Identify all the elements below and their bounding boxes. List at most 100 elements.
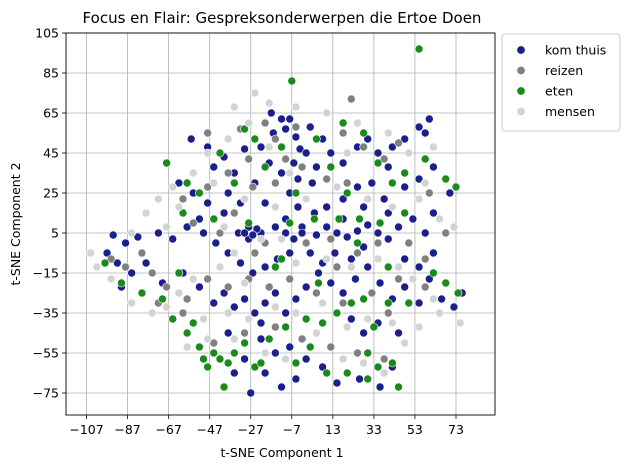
point-reizen [347, 94, 356, 104]
point-kom-thuis [318, 362, 327, 372]
point-kom-thuis [414, 122, 424, 132]
point-eten [250, 362, 260, 372]
point-eten [264, 334, 274, 344]
point-eten [342, 188, 352, 198]
point-eten [414, 44, 424, 54]
point-kom-thuis [375, 278, 385, 288]
point-kom-thuis [182, 222, 192, 232]
point-mensen [162, 222, 171, 232]
point-kom-thuis [256, 318, 266, 328]
point-kom-thuis [322, 222, 331, 232]
plot-frame [65, 32, 496, 416]
point-kom-thuis [301, 282, 311, 292]
point-kom-thuis [338, 158, 348, 168]
point-eten [359, 294, 368, 304]
point-eten [301, 314, 311, 324]
point-mensen [168, 182, 178, 192]
point-mensen [223, 308, 233, 318]
point-kom-thuis [437, 294, 446, 304]
point-eten [195, 342, 204, 352]
point-kom-thuis [297, 228, 307, 238]
point-reizen [326, 234, 336, 244]
point-kom-thuis [379, 194, 389, 204]
point-reizen [353, 248, 362, 258]
point-eten [383, 298, 393, 308]
point-kom-thuis [223, 328, 233, 338]
point-kom-thuis [363, 220, 373, 230]
y-axis-title: t-SNE Component 2 [8, 162, 23, 285]
point-kom-thuis [314, 268, 323, 278]
point-reizen [121, 262, 130, 272]
point-mensen [147, 308, 157, 318]
point-kom-thuis [330, 248, 340, 258]
point-kom-thuis [260, 262, 270, 272]
point-reizen [326, 342, 336, 352]
legend-frame [501, 33, 621, 132]
point-kom-thuis [408, 214, 418, 224]
point-eten [271, 262, 280, 272]
point-kom-thuis [326, 278, 336, 288]
point-kom-thuis [425, 114, 434, 124]
y-tick-label: 105 [35, 26, 59, 41]
point-kom-thuis [113, 258, 122, 268]
point-eten [277, 254, 286, 264]
point-eten [441, 278, 451, 288]
point-reizen [373, 238, 383, 248]
y-tick-label: 45 [43, 146, 59, 161]
point-mensen [388, 202, 397, 212]
point-mensen [244, 314, 253, 324]
point-kom-thuis [252, 224, 262, 234]
point-eten [162, 158, 171, 168]
point-reizen [379, 154, 389, 164]
point-mensen [332, 182, 342, 192]
point-mensen [209, 178, 219, 188]
point-kom-thuis [154, 228, 163, 238]
point-kom-thuis [326, 148, 336, 158]
point-reizen [178, 194, 188, 204]
legend-label-kom-thuis: kom thuis [545, 43, 606, 58]
point-eten [429, 268, 438, 278]
point-mensen [414, 322, 424, 332]
point-kom-thuis [359, 202, 368, 212]
point-kom-thuis [367, 178, 377, 188]
point-mensen [400, 338, 409, 348]
point-eten [420, 154, 430, 164]
legend-marker-mensen [516, 107, 526, 117]
point-reizen [291, 122, 301, 132]
point-eten [388, 178, 397, 188]
point-mensen [203, 148, 212, 158]
point-eten [375, 218, 385, 228]
point-reizen [281, 154, 290, 164]
point-reizen [203, 182, 212, 192]
point-kom-thuis [281, 124, 290, 134]
point-kom-thuis [312, 162, 321, 172]
point-mensen [86, 248, 95, 258]
point-mensen [256, 234, 266, 244]
point-kom-thuis [209, 162, 219, 172]
point-mensen [318, 298, 327, 308]
point-eten [322, 368, 331, 378]
point-kom-thuis [420, 128, 430, 138]
point-eten [100, 258, 110, 268]
point-kom-thuis [289, 158, 299, 168]
point-mensen [363, 194, 373, 204]
point-mensen [353, 118, 362, 128]
point-kom-thuis [347, 254, 356, 264]
point-mensen [342, 148, 352, 158]
point-mensen [342, 322, 352, 332]
point-reizen [404, 238, 414, 248]
chart-title: Focus en Flair: Gespreksonderwerpen die … [83, 9, 482, 27]
point-mensen [388, 318, 397, 328]
point-kom-thuis [285, 114, 295, 124]
point-kom-thuis [230, 368, 239, 378]
point-kom-thuis [209, 298, 219, 308]
legend-label-mensen: mensen [545, 104, 595, 119]
point-eten [400, 208, 409, 218]
point-kom-thuis [394, 222, 403, 232]
point-reizen [264, 282, 274, 292]
point-reizen [271, 322, 280, 332]
x-tick-label: −87 [114, 422, 140, 437]
point-eten [314, 278, 323, 288]
point-kom-thuis [353, 226, 362, 236]
